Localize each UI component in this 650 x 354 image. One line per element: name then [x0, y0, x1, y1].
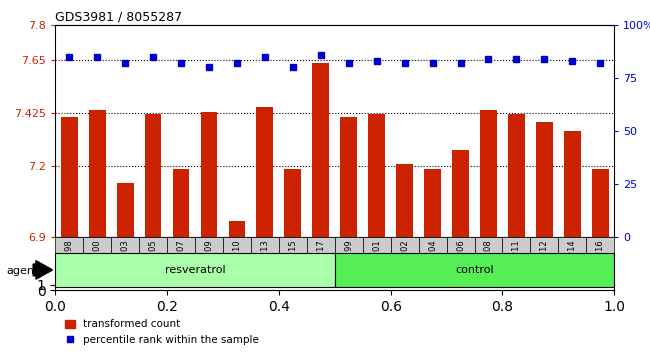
Text: GSM801214: GSM801214	[568, 240, 577, 290]
Bar	[145, 114, 161, 237]
Bar	[369, 114, 385, 237]
Bar	[335, 253, 614, 287]
Bar	[508, 114, 525, 237]
Bar	[279, 237, 307, 285]
Text: GSM801217: GSM801217	[317, 240, 325, 290]
Bar	[341, 117, 357, 237]
Bar	[307, 237, 335, 285]
Bar	[55, 237, 83, 285]
Legend: transformed count, percentile rank within the sample: transformed count, percentile rank withi…	[60, 315, 263, 349]
Bar	[474, 237, 502, 285]
Bar	[139, 237, 167, 285]
Bar	[536, 121, 552, 237]
Bar	[586, 237, 614, 285]
Text: GSM801203: GSM801203	[121, 240, 129, 290]
Text: control: control	[455, 265, 494, 275]
Text: GSM801198: GSM801198	[65, 240, 73, 290]
Text: GSM801205: GSM801205	[149, 240, 157, 290]
Bar	[61, 117, 77, 237]
Text: agent: agent	[6, 266, 39, 276]
Text: GDS3981 / 8055287: GDS3981 / 8055287	[55, 11, 183, 24]
Text: GSM801199: GSM801199	[344, 240, 353, 290]
Bar	[391, 237, 419, 285]
Bar	[564, 131, 580, 237]
Text: GSM801200: GSM801200	[93, 240, 101, 290]
Bar	[55, 253, 335, 287]
Bar	[502, 237, 530, 285]
Bar	[89, 110, 105, 237]
Text: GSM801213: GSM801213	[261, 240, 269, 290]
Text: GSM801211: GSM801211	[512, 240, 521, 290]
Text: GSM801207: GSM801207	[177, 240, 185, 290]
Text: GSM801201: GSM801201	[372, 240, 381, 290]
Text: GSM801215: GSM801215	[289, 240, 297, 290]
Bar	[424, 169, 441, 237]
Bar	[335, 237, 363, 285]
Bar	[167, 237, 195, 285]
Bar	[195, 237, 223, 285]
Bar	[117, 183, 133, 237]
Bar	[229, 221, 245, 237]
Bar	[558, 237, 586, 285]
Bar	[285, 169, 301, 237]
Bar	[419, 237, 447, 285]
Bar	[480, 110, 497, 237]
Bar	[111, 237, 139, 285]
Bar	[83, 237, 111, 285]
Bar	[313, 63, 329, 237]
Text: resveratrol: resveratrol	[164, 265, 226, 275]
Text: GSM801202: GSM801202	[400, 240, 409, 290]
Bar	[201, 112, 217, 237]
FancyArrow shape	[33, 261, 53, 279]
Bar	[530, 237, 558, 285]
Bar	[173, 169, 189, 237]
Bar	[592, 169, 608, 237]
Bar	[447, 237, 474, 285]
Bar	[452, 150, 469, 237]
Text: GSM801206: GSM801206	[456, 240, 465, 290]
Bar	[396, 164, 413, 237]
Bar	[251, 237, 279, 285]
Text: GSM801204: GSM801204	[428, 240, 437, 290]
Text: GSM801208: GSM801208	[484, 240, 493, 290]
Text: GSM801210: GSM801210	[233, 240, 241, 290]
Bar	[257, 107, 273, 237]
Text: GSM801216: GSM801216	[596, 240, 605, 290]
Text: GSM801209: GSM801209	[205, 240, 213, 290]
Text: GSM801212: GSM801212	[540, 240, 549, 290]
Bar	[223, 237, 251, 285]
Bar	[363, 237, 391, 285]
